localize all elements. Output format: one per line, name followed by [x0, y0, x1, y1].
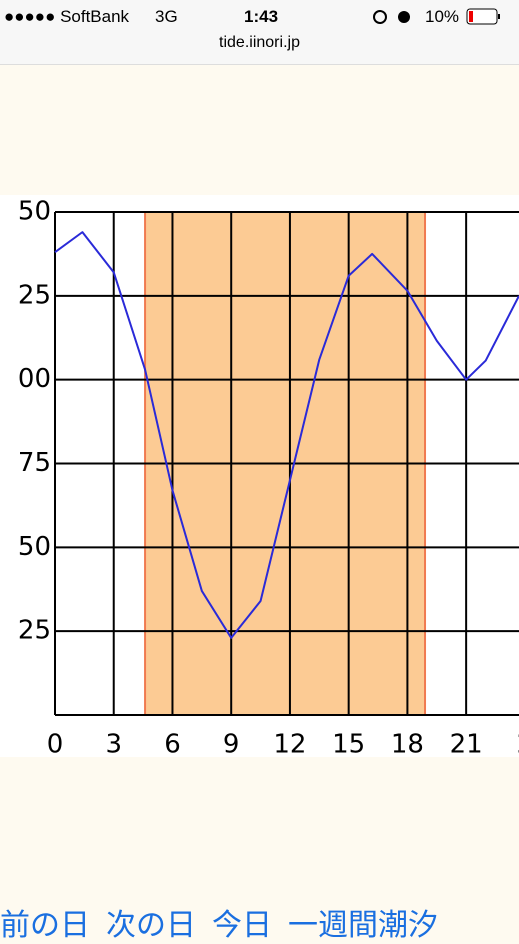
carrier: ●●●●● SoftBank: [4, 7, 130, 26]
x-tick-label: 3: [105, 730, 122, 760]
x-tick-label: 15: [332, 730, 365, 760]
status-icons: [373, 8, 500, 25]
x-tick-label: 2: [517, 730, 519, 760]
y-tick-label: 25: [18, 280, 51, 310]
x-tick-label: 21: [450, 730, 483, 760]
chart: 25 50 75 00 25 50 0 3 6 9 12 15 18 21 2: [0, 195, 519, 760]
status-bar: ●●●●● SoftBank 3G 1:43 10% tide.iinori.j…: [0, 0, 519, 65]
nav-link[interactable]: 前の日: [0, 909, 90, 942]
x-tick-label: 6: [164, 730, 181, 760]
nav-link[interactable]: 今日: [212, 909, 272, 942]
x-tick-label: 12: [273, 730, 306, 760]
nav-links: 前の日 次の日 今日 一週間潮汐: [0, 900, 519, 944]
y-tick-label: 50: [18, 197, 51, 227]
battery-level: 10%: [425, 7, 460, 26]
clock: 1:43: [244, 7, 279, 26]
nav-link[interactable]: 一週間潮汐: [288, 909, 438, 942]
y-tick-label: 50: [18, 532, 51, 562]
x-tick-label: 18: [391, 730, 424, 760]
y-tick-label: 25: [18, 616, 51, 646]
x-tick-label: 9: [223, 730, 240, 760]
nav-link[interactable]: 次の日: [106, 909, 196, 942]
tide-line: [54, 231, 519, 639]
y-tick-label: 00: [18, 364, 51, 394]
y-tick-label: 75: [18, 448, 51, 478]
x-tick-label: 0: [47, 730, 64, 760]
url[interactable]: tide.iinori.jp: [219, 34, 300, 51]
network: 3G: [155, 7, 178, 26]
